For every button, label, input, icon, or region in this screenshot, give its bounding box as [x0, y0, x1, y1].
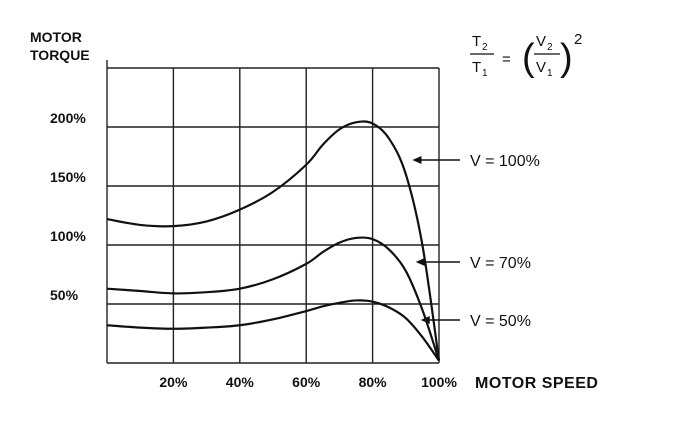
y-tick-label: 150% — [50, 169, 86, 185]
series-label: V = 50% — [470, 313, 531, 330]
svg-text:V: V — [536, 33, 546, 50]
svg-text:): ) — [560, 37, 573, 79]
series-arrowhead — [412, 156, 422, 164]
x-tick-label: 60% — [292, 374, 321, 390]
svg-text:T: T — [472, 59, 481, 76]
svg-text:1: 1 — [547, 68, 553, 79]
svg-text:2: 2 — [547, 42, 553, 53]
curve-series-2 — [106, 236, 441, 361]
axis-ticks: 50% 100% 150% 200% 20% 40% 60% 80% 100% — [50, 110, 457, 390]
grid — [106, 60, 440, 364]
x-axis-label: MOTOR SPEED — [475, 375, 598, 392]
y-tick-label: 50% — [50, 287, 79, 303]
series-label: V = 70% — [470, 255, 531, 272]
y-axis-label-line1: MOTOR — [30, 29, 82, 45]
series-arrowhead — [420, 316, 430, 324]
svg-text:(: ( — [522, 37, 535, 79]
svg-text:2: 2 — [482, 42, 488, 53]
curves — [106, 120, 441, 362]
svg-text:2: 2 — [574, 31, 582, 48]
x-tick-label: 20% — [159, 374, 188, 390]
svg-text:V: V — [536, 59, 546, 76]
series-arrowhead — [415, 258, 425, 266]
x-tick-label: 40% — [226, 374, 255, 390]
curve-series-1 — [106, 120, 441, 361]
series-labels: V = 100% V = 70% V = 50% — [412, 153, 540, 330]
y-axis-label-line2: TORQUE — [30, 47, 90, 63]
svg-text:T: T — [472, 33, 481, 50]
y-tick-label: 100% — [50, 228, 86, 244]
y-tick-label: 200% — [50, 110, 86, 126]
svg-text:=: = — [502, 51, 511, 68]
svg-text:1: 1 — [482, 68, 488, 79]
x-tick-label: 100% — [421, 374, 457, 390]
x-tick-label: 80% — [359, 374, 388, 390]
curve-series-3 — [106, 299, 440, 362]
series-label: V = 100% — [470, 153, 540, 170]
